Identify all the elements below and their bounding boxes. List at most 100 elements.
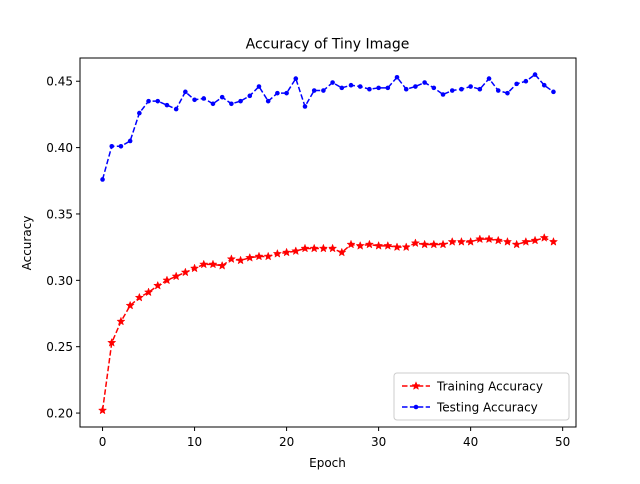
legend-entry-0: Training Accuracy — [402, 380, 543, 394]
data-point — [449, 88, 455, 93]
data-point — [337, 247, 347, 257]
data-point — [245, 252, 255, 262]
legend-label: Training Accuracy — [436, 380, 543, 394]
data-point — [265, 98, 271, 104]
data-point — [173, 106, 179, 112]
data-point — [219, 94, 225, 100]
data-point — [127, 138, 133, 144]
data-point — [392, 242, 402, 252]
data-point — [348, 82, 354, 88]
data-point — [367, 86, 372, 92]
data-point — [171, 271, 181, 281]
data-point — [484, 234, 494, 244]
data-point — [155, 98, 161, 104]
data-point — [247, 93, 253, 99]
data-point — [477, 86, 483, 92]
data-point — [539, 232, 549, 242]
legend-box — [393, 372, 570, 421]
data-point — [327, 243, 338, 253]
data-point — [284, 90, 289, 96]
data-point — [146, 98, 151, 104]
y-tick-label: 0.25 — [46, 340, 73, 354]
data-point — [438, 239, 448, 249]
data-point — [364, 239, 375, 249]
data-point — [514, 81, 519, 87]
x-tick-label: 10 — [187, 435, 202, 449]
legend: Training Accuracy Testing Accuracy — [393, 372, 570, 421]
data-point — [523, 78, 529, 84]
data-point — [311, 88, 317, 93]
series-0 — [97, 232, 559, 415]
data-point — [459, 86, 464, 92]
data-point — [291, 246, 301, 256]
series-group — [97, 72, 559, 415]
data-point — [355, 240, 365, 250]
data-point — [376, 85, 381, 91]
data-point — [164, 102, 170, 108]
legend-label: Testing Accuracy — [436, 401, 538, 415]
data-point — [192, 97, 197, 103]
y-tick-label: 0.20 — [46, 407, 73, 421]
data-point — [548, 236, 559, 246]
data-point — [357, 84, 363, 89]
data-point — [180, 267, 191, 277]
data-point — [465, 236, 476, 246]
data-point — [107, 337, 117, 347]
data-point — [109, 143, 115, 149]
data-point — [410, 238, 421, 248]
data-point — [162, 275, 172, 285]
data-point — [385, 85, 391, 91]
data-point — [502, 236, 513, 246]
data-point — [226, 254, 237, 264]
data-point — [116, 316, 126, 326]
data-point — [511, 239, 522, 249]
data-point — [505, 90, 510, 96]
plot-background — [80, 58, 576, 427]
data-point — [137, 110, 142, 116]
data-point — [419, 239, 430, 249]
data-point — [302, 104, 308, 109]
x-tick-label: 0 — [99, 435, 107, 449]
data-point — [431, 85, 437, 91]
data-point — [272, 248, 283, 258]
data-point — [143, 287, 154, 297]
data-point — [429, 239, 439, 249]
x-tick-label: 30 — [371, 435, 386, 449]
data-point — [401, 242, 411, 252]
legend-marker — [413, 404, 419, 410]
data-point — [330, 80, 335, 85]
data-point — [493, 235, 503, 245]
data-point — [440, 92, 446, 97]
y-tick-label: 0.40 — [46, 141, 73, 155]
chart-title: Accuracy of Tiny Image — [246, 37, 410, 53]
axes: 0 10 20 30 40 50 0.20 0.25 0.30 0.35 0.40 0.45 — [46, 57, 577, 449]
data-point — [208, 259, 218, 269]
data-point — [456, 236, 467, 246]
data-point — [293, 76, 299, 81]
plot-area — [80, 58, 576, 427]
data-point — [403, 86, 409, 92]
data-point — [495, 88, 501, 93]
y-axis-label: Accuracy — [20, 216, 34, 271]
data-point — [309, 243, 319, 253]
y-tick-label: 0.35 — [46, 207, 73, 221]
data-point — [125, 300, 135, 310]
data-point — [281, 247, 292, 257]
data-point — [183, 89, 188, 95]
data-point — [229, 101, 234, 107]
data-point — [422, 80, 427, 85]
axes-frame — [79, 57, 577, 428]
data-point — [530, 235, 540, 245]
data-point — [339, 85, 345, 91]
data-point — [541, 82, 547, 88]
data-point — [210, 101, 216, 107]
data-point — [394, 74, 400, 80]
data-point — [235, 255, 246, 265]
data-point — [346, 239, 356, 249]
legend-entry-1: Testing Accuracy — [402, 401, 538, 415]
data-point — [383, 240, 393, 250]
data-point — [321, 88, 326, 93]
data-point — [318, 243, 329, 253]
